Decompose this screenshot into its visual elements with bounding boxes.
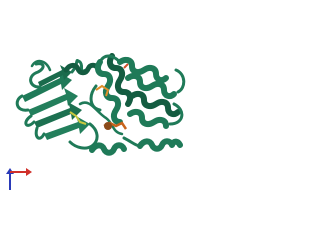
protein-ribbon (15, 53, 186, 156)
beta-strand (34, 102, 82, 128)
beta-strand (22, 72, 72, 102)
loop (15, 62, 46, 140)
structure-view (0, 0, 200, 200)
axis-x-arrow (26, 168, 32, 176)
helix (137, 138, 183, 152)
ligand (69, 63, 129, 130)
axis-indicator (6, 168, 32, 190)
ligand-stick (123, 63, 129, 69)
background (0, 0, 200, 200)
helix (129, 90, 181, 118)
ligand-stick (95, 84, 110, 97)
beta-strand (44, 116, 90, 140)
helix (127, 108, 169, 129)
helix (89, 142, 127, 156)
helix (63, 62, 101, 76)
helix (125, 72, 177, 100)
ligand-stick (69, 111, 87, 125)
loop (89, 54, 186, 148)
beta-strand (38, 65, 72, 87)
loop (30, 59, 52, 72)
helix (117, 56, 169, 84)
loop (78, 101, 124, 136)
ligand-atom (104, 122, 112, 130)
helix (106, 53, 134, 107)
beta-strand (28, 88, 78, 116)
